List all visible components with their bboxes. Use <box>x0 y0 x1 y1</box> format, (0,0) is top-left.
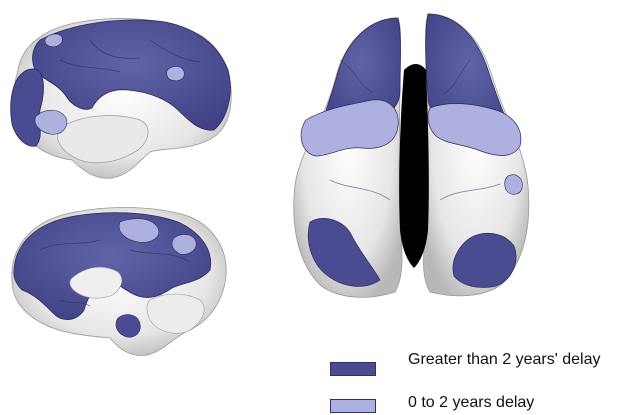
legend-label-0-to-2-years: 0 to 2 years delay <box>408 394 534 412</box>
lateral-brain-top-left <box>11 18 232 178</box>
lateral-brain-bottom-left <box>12 208 226 356</box>
legend-swatch-0-to-2-years <box>330 399 376 413</box>
delay-region-low <box>167 66 185 80</box>
legend-swatch-greater-than-2-years <box>330 362 376 376</box>
interhemispheric-fissure <box>399 64 429 268</box>
delay-region-low <box>172 235 196 255</box>
delay-region-low <box>505 175 523 195</box>
dorsal-brain-right <box>294 14 529 297</box>
legend-label-greater-than-2-years: Greater than 2 years' delay <box>408 351 601 369</box>
